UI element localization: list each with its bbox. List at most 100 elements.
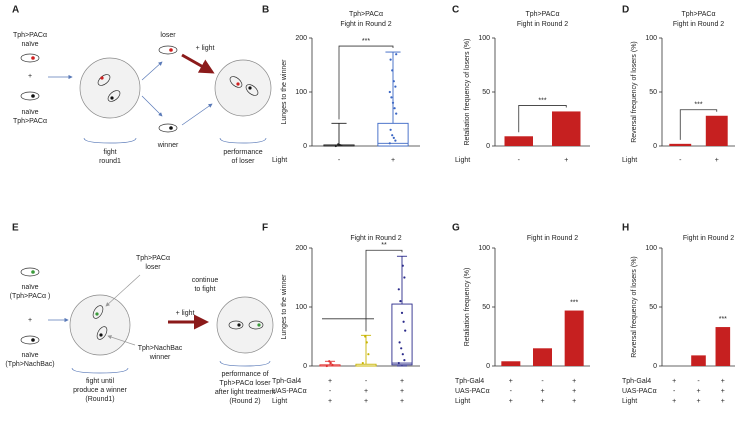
data-point	[361, 361, 364, 365]
panel-label: F	[262, 223, 268, 234]
data-point	[388, 142, 391, 145]
y-axis-label: Lunges to the winner	[281, 59, 288, 125]
diagram-text: Tph>NachBac	[138, 345, 183, 352]
chart-title: Fight in Round 2	[527, 235, 578, 242]
y-tick-label: 100	[478, 35, 490, 42]
chart-subtitle: Fight in Round 2	[340, 21, 391, 28]
data-point	[398, 341, 401, 344]
diagram-text: after light treatment	[215, 389, 275, 396]
y-tick-label: 0	[303, 143, 307, 150]
chart-title: Tph>PACα	[525, 11, 559, 18]
condition-value: +	[364, 388, 368, 395]
condition-value: +	[509, 378, 513, 385]
diagram-text: fight	[103, 149, 116, 156]
diagram-text: winner	[149, 354, 171, 361]
significance: ***	[362, 38, 370, 45]
diagram-text: (Tph>PACα )	[10, 293, 51, 300]
significance: ***	[719, 316, 727, 323]
diagram-text: Tph>PACα	[13, 118, 47, 125]
y-tick-label: 50	[482, 89, 490, 96]
panel-label: B	[262, 5, 269, 16]
diagram-text: Tph>PACα	[136, 255, 170, 262]
condition-value: -	[673, 388, 676, 395]
condition-value: +	[696, 388, 700, 395]
significance-bracket	[338, 45, 394, 120]
condition-value: -	[338, 157, 341, 164]
significance: **	[381, 242, 387, 249]
condition-value: -	[329, 388, 332, 395]
condition-value: +	[540, 388, 544, 395]
diagram-text: of loser	[232, 158, 256, 165]
diagram-e-shapes	[20, 267, 274, 374]
diagram-text: loser	[160, 32, 176, 39]
condition-value: +	[721, 398, 725, 405]
y-tick-label: 0	[486, 143, 490, 150]
condition-value: +	[715, 157, 719, 164]
condition-value: +	[672, 398, 676, 405]
data-point	[367, 353, 370, 356]
condition-value: +	[400, 378, 404, 385]
panel-label: D	[622, 5, 629, 16]
y-tick-label: 200	[295, 35, 307, 42]
diagram-text: (Round 2)	[229, 398, 260, 405]
condition-name: Light	[455, 157, 470, 164]
data-point	[393, 107, 396, 110]
condition-value: -	[697, 378, 700, 385]
condition-value: +	[400, 398, 404, 405]
y-tick-label: 100	[645, 35, 657, 42]
condition-name: Light	[622, 398, 637, 405]
data-point	[365, 341, 368, 344]
diagram-text: + light	[196, 45, 215, 52]
y-tick-label: 50	[649, 89, 657, 96]
condition-value: +	[696, 398, 700, 405]
condition-value: -	[510, 388, 513, 395]
data-point	[394, 139, 397, 142]
condition-name: Light	[455, 398, 470, 405]
bar	[564, 310, 584, 366]
bar	[705, 115, 728, 146]
data-point	[325, 364, 328, 368]
y-tick-label: 0	[486, 363, 490, 370]
data-point	[392, 136, 395, 139]
diagram-text: fight until	[86, 378, 114, 385]
significance-bracket	[679, 109, 718, 140]
bar	[691, 355, 706, 366]
data-point	[397, 361, 400, 365]
data-point	[400, 347, 403, 350]
data-point	[403, 276, 406, 279]
data-point	[334, 144, 337, 148]
condition-value: -	[365, 378, 368, 385]
condition-name: Tph-Gal4	[622, 378, 651, 385]
bar	[552, 111, 581, 146]
data-point	[328, 360, 331, 363]
condition-value: -	[518, 157, 521, 164]
y-axis-label: Reversal frequency of losers (%)	[631, 256, 638, 358]
condition-name: UAS-PACα	[455, 388, 490, 395]
data-point	[403, 359, 406, 362]
data-point	[395, 53, 398, 56]
condition-value: +	[391, 157, 395, 164]
condition-name: Light	[272, 157, 287, 164]
data-point	[364, 335, 367, 338]
y-tick-label: 100	[645, 245, 657, 252]
condition-name: Light	[622, 157, 637, 164]
data-point	[337, 143, 340, 146]
data-point	[392, 80, 395, 83]
bar	[504, 136, 533, 146]
diagram-text: to fight	[194, 286, 215, 293]
diagram-text: + light	[176, 310, 195, 317]
data-point	[391, 69, 394, 72]
data-point	[404, 329, 407, 332]
diagram-a-shapes	[20, 45, 272, 144]
data-point	[399, 300, 402, 303]
data-point	[389, 128, 392, 131]
chart-subtitle: Fight in Round 2	[673, 21, 724, 28]
condition-value: +	[572, 388, 576, 395]
condition-value: +	[572, 398, 576, 405]
diagram-text: (Round1)	[85, 396, 114, 403]
chart-subtitle: Fight in Round 2	[517, 21, 568, 28]
condition-value: +	[721, 388, 725, 395]
diagram-text: Tph>PACα	[13, 32, 47, 39]
bar	[715, 327, 731, 366]
